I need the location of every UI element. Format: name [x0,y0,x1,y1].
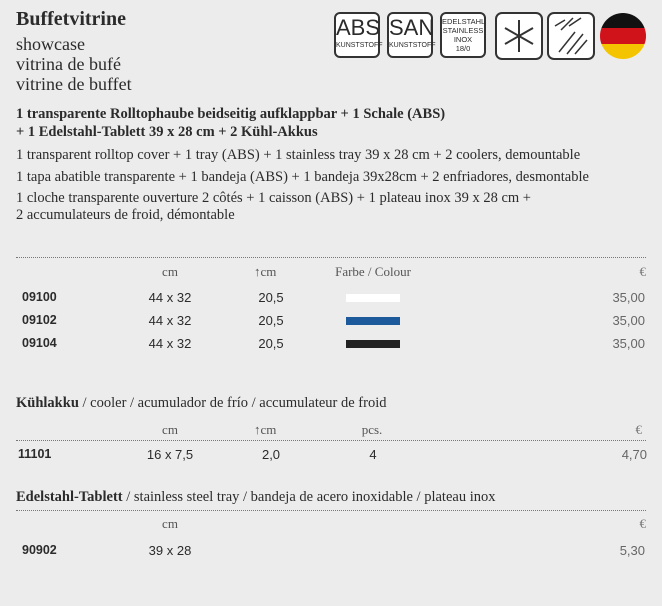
section-title-bold: Kühlakku [16,395,79,411]
divider [16,440,646,441]
german-flag [600,13,646,59]
desc: 1 transparent rolltop cover + 1 tray (AB… [16,147,581,163]
height: 2,0 [261,447,281,462]
color-swatch [346,317,400,325]
price: 5,30 [619,543,645,558]
code: 09102 [22,313,57,327]
badge-line: 18/0 [455,44,471,53]
section-title-bold: Edelstahl-Tablett [16,489,123,505]
badge-sub: KUNSTSTOFF [336,42,383,49]
col-header: cm [162,422,178,437]
size: 44 x 32 [148,336,192,351]
badge: SAN KUNSTSTOFF [387,12,436,58]
badge-line: EDELSTAHL [442,17,486,26]
desc: 1 cloche transparente ouverture 2 côtés … [16,190,531,206]
divider [16,510,646,511]
height: 20,5 [258,313,284,328]
badge: ABS KUNSTSTOFF [334,12,383,58]
col-header-text: cm [260,422,277,437]
col-header: pcs. [361,422,383,437]
desc: 2 accumulateurs de froid, démontable [16,207,235,223]
code: 09100 [22,290,57,304]
col-header: € [635,422,643,437]
spray [554,17,588,55]
subtitle: showcase [16,34,85,54]
price: 35,00 [612,313,645,328]
snowflake [504,20,534,52]
code: 09104 [22,336,57,350]
col-header: € [639,264,647,279]
badge-text: SAN [389,15,435,40]
divider [16,257,646,258]
title: Buffetvitrine [16,8,126,30]
badge-sub: KUNSTSTOFF [389,42,436,49]
section-title: Kühlakku / cooler / acumulador de frío /… [16,395,387,412]
section-title-rest: / stainless steel tray / bandeja de acer… [122,489,496,505]
col-header: € [639,516,647,531]
color-swatch [346,340,400,348]
size: 39 x 28 [148,543,192,558]
desc-bold: 1 transparente Rolltophaube beidseitig a… [16,106,446,122]
col-header: cm [162,516,178,531]
badge-line: STAINLESS [442,26,484,35]
section-title: Edelstahl-Tablett / stainless steel tray… [16,489,495,506]
col-header: cm [162,264,178,279]
desc: 1 tapa abatible transparente + 1 bandeja… [16,169,589,185]
pcs: 4 [369,447,377,462]
badge: EDELSTAHL STAINLESS INOX 18/0 [440,12,486,58]
desc-bold: + 1 Edelstahl-Tablett 39 x 28 cm + 2 Küh… [16,124,318,140]
size: 44 x 32 [148,313,192,328]
badge-text: ABS [336,15,381,40]
price: 35,00 [612,336,645,351]
section-title-rest: / cooler / acumulador de frío / accumula… [78,395,387,411]
icons [495,12,646,60]
col-header: Farbe / Colour [335,264,411,279]
col-header: ↑cm [254,264,277,279]
code: 11101 [18,447,52,461]
subtitle: vitrina de bufé [16,54,121,74]
col-header: ↑cm [254,422,277,437]
code: 90902 [22,543,57,557]
height: 20,5 [258,290,284,305]
height: 20,5 [258,336,284,351]
size: 16 x 7,5 [146,447,194,462]
price: 4,70 [621,447,647,462]
col-header-text: cm [260,264,277,279]
badge-line: INOX [453,35,473,44]
size: 44 x 32 [148,290,192,305]
color-swatch [346,294,400,302]
subtitle: vitrine de buffet [16,74,132,94]
price: 35,00 [612,290,645,305]
